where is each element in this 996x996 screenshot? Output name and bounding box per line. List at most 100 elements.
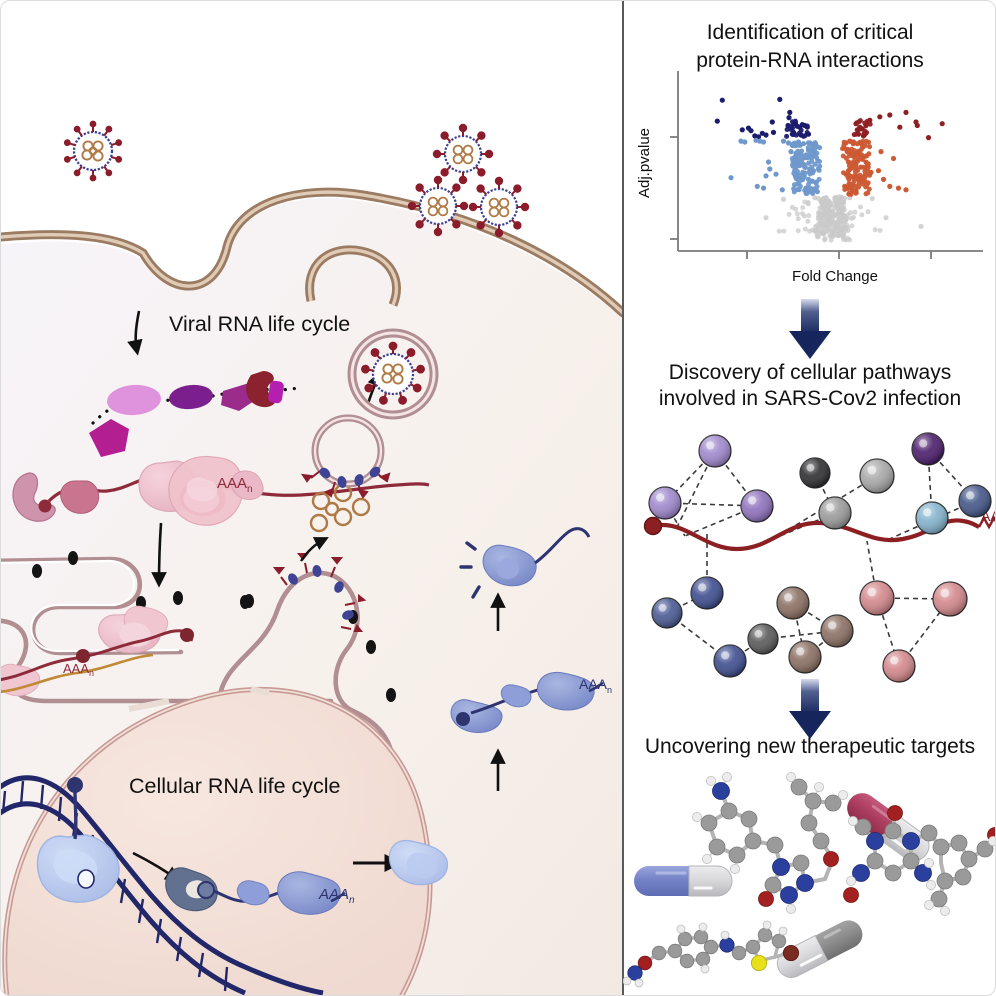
volcano-point — [828, 201, 834, 206]
workflow-arrow-2 — [789, 679, 831, 739]
volcano-point — [850, 153, 856, 159]
volcano-point — [855, 148, 861, 154]
volcano-point — [846, 148, 851, 154]
volcano-point — [719, 97, 725, 103]
volcano-point — [817, 163, 823, 169]
molecule-thiophene-amide — [623, 920, 800, 988]
volcano-point — [770, 129, 777, 135]
volcano-point — [848, 139, 854, 144]
volcano-x-label: Fold Change — [792, 268, 878, 285]
volcano-point — [848, 192, 854, 197]
volcano-point — [790, 125, 795, 131]
network-edge — [674, 450, 716, 532]
volcano-point — [815, 234, 821, 240]
volcano-point — [841, 214, 847, 220]
volcano-point — [794, 157, 800, 163]
volcano-point — [925, 135, 932, 141]
volcano-point — [841, 170, 846, 176]
network-rna-strand — [652, 518, 980, 552]
volcano-point — [890, 155, 897, 162]
volcano-point — [796, 130, 802, 136]
volcano-point — [760, 139, 767, 145]
volcano-point — [805, 218, 811, 224]
cyto-polya-label: AAAn — [579, 676, 612, 695]
volcano-point — [807, 185, 813, 191]
er-translation-complex: AAAn — [1, 605, 194, 697]
viral-polya-label: AAAn — [217, 475, 253, 495]
volcano-point — [853, 131, 859, 137]
network-edge — [804, 630, 838, 658]
volcano-point — [903, 187, 909, 193]
volcano-point — [804, 130, 810, 135]
volcano-point — [784, 127, 790, 132]
cytoplasmic-mrnp: AAAn — [450, 671, 612, 733]
volcano-point — [863, 138, 869, 144]
volcano-point — [814, 179, 819, 185]
volcano-point — [851, 159, 857, 165]
volcano-point — [779, 187, 785, 193]
step2-title-line2: involved in SARS-Cov2 infection — [659, 387, 961, 410]
volcano-point — [827, 209, 833, 215]
volcano-point — [817, 145, 823, 151]
network-node-purple-light — [698, 434, 732, 468]
volcano-point — [866, 186, 872, 192]
volcano-point — [836, 226, 842, 232]
viral-protein-complex — [89, 371, 303, 457]
volcano-point — [784, 133, 790, 139]
volcano-point — [763, 173, 769, 179]
volcano-point — [786, 211, 792, 217]
workflow-svg: Identification of critical protein-RNA i… — [623, 21, 995, 988]
network-node-gray-mid — [818, 496, 852, 530]
nuclear-pores — [128, 686, 270, 712]
viral-cycle-label: Viral RNA life cycle — [169, 312, 350, 336]
rna-degradation — [459, 527, 591, 599]
volcano-point — [795, 216, 801, 222]
volcano-point — [845, 184, 851, 190]
workflow-arrow-1 — [789, 299, 831, 359]
volcano-point — [880, 176, 887, 182]
volcano-point — [803, 155, 809, 161]
network-node-purple-mid — [740, 489, 774, 523]
volcano-point — [842, 219, 848, 225]
volcano-point — [849, 183, 855, 189]
volcano-point — [840, 153, 846, 159]
volcano-point — [878, 149, 884, 155]
volcano-point — [797, 177, 803, 183]
volcano-point — [809, 158, 815, 164]
network-node-gray-dark — [747, 623, 779, 655]
er-ribosome-dots-right — [240, 595, 396, 702]
nuclear-mrnp: AAAn — [165, 867, 355, 915]
volcano-point — [785, 122, 791, 129]
volcano-point — [814, 155, 820, 161]
nucleus — [2, 686, 433, 995]
volcano-point — [887, 112, 893, 118]
therapeutic-molecules — [623, 772, 995, 988]
volcano-point — [841, 232, 846, 238]
network-node-blue-navy — [958, 484, 992, 518]
step1-title-line2: protein-RNA interactions — [696, 49, 924, 72]
network-node-black — [799, 457, 831, 489]
volcano-point — [767, 166, 773, 172]
volcano-point — [862, 120, 868, 126]
network-node-pink — [882, 649, 916, 683]
rna-polymerase — [36, 777, 120, 903]
volcano-point — [855, 157, 861, 163]
volcano-point — [807, 140, 813, 146]
network-node-blue-light — [915, 501, 949, 535]
volcano-point — [791, 142, 797, 148]
panel-divider — [622, 1, 624, 995]
volcano-point — [792, 118, 798, 124]
volcano-plot: Adj.pvalue Fold Change — [636, 71, 983, 285]
volcano-point — [787, 109, 793, 115]
er-lumen-left — [1, 559, 180, 653]
volcano-point — [862, 131, 868, 137]
volcano-point — [918, 223, 924, 229]
step3-title: Uncovering new therapeutic targets — [645, 735, 975, 758]
volcano-point — [875, 168, 882, 174]
volcano-point — [789, 204, 795, 210]
volcano-point — [763, 132, 769, 138]
volcano-point — [841, 139, 847, 145]
volcano-point — [859, 212, 865, 218]
volcano-point — [763, 215, 769, 221]
volcano-point — [860, 181, 865, 187]
